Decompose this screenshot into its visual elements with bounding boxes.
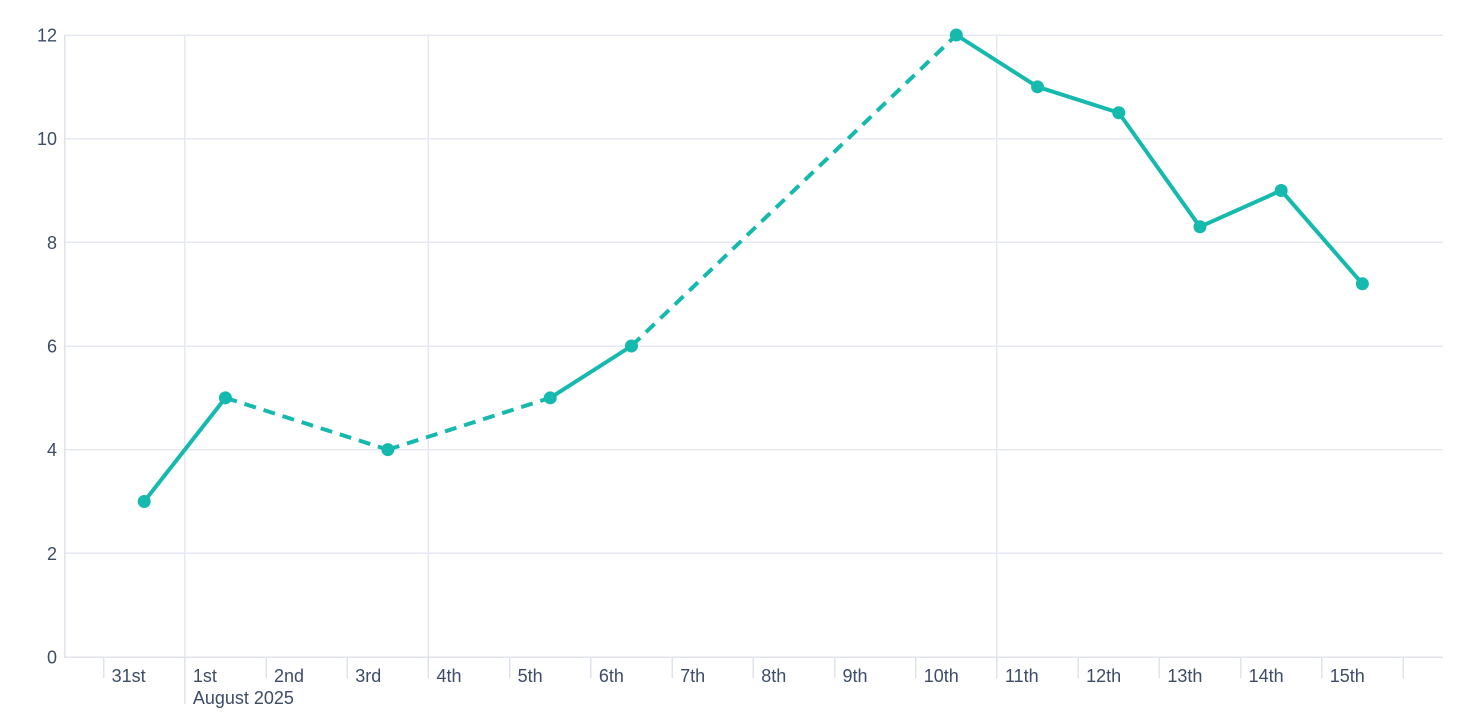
x-tick-label: 8th: [761, 666, 786, 686]
data-point[interactable]: [137, 495, 151, 508]
data-point[interactable]: [1355, 277, 1369, 291]
x-tick-label: 1st: [193, 666, 217, 686]
x-tick-label: 9th: [843, 666, 868, 686]
y-tick-label: 2: [47, 544, 57, 564]
data-point[interactable]: [624, 339, 638, 353]
x-tick-label: 14th: [1249, 666, 1284, 686]
series-segment-solid: [142, 395, 228, 504]
series-segment-solid: [954, 33, 1040, 89]
data-point[interactable]: [1112, 106, 1126, 120]
series-segment-solid: [1197, 188, 1284, 229]
x-tick-label: 12th: [1086, 666, 1121, 686]
y-tick-label: 6: [47, 337, 57, 357]
data-point[interactable]: [1193, 220, 1207, 234]
x-tick-label: 4th: [436, 666, 461, 686]
y-tick-label: 12: [37, 26, 57, 46]
series-segment-solid: [1279, 188, 1365, 286]
y-tick-label: 4: [47, 440, 57, 460]
x-tick-label: 11th: [1005, 666, 1039, 686]
series-segment-dashed: [387, 395, 551, 452]
x-tick-label: 10th: [924, 666, 959, 686]
x-tick-label: 3rd: [355, 666, 381, 686]
x-tick-label: 2nd: [274, 666, 304, 686]
series-segment-solid: [1035, 84, 1121, 115]
series-segment-solid: [548, 344, 634, 400]
x-tick-label: 13th: [1167, 666, 1202, 686]
data-point[interactable]: [1274, 184, 1288, 197]
x-axis-month-label: August 2025: [193, 688, 294, 708]
data-point[interactable]: [543, 391, 557, 405]
data-point[interactable]: [381, 443, 395, 457]
data-point[interactable]: [218, 391, 232, 405]
y-tick-label: 8: [47, 233, 57, 253]
x-tick-label: 31st: [112, 666, 146, 686]
x-tick-label: 15th: [1330, 666, 1365, 686]
data-point[interactable]: [1031, 80, 1045, 94]
x-tick-label: 6th: [599, 666, 624, 686]
x-tick-label: 7th: [680, 666, 705, 686]
data-point[interactable]: [949, 28, 963, 42]
y-tick-label: 10: [37, 129, 57, 149]
x-tick-label: 5th: [518, 666, 543, 686]
series-segment-solid: [1116, 110, 1202, 229]
series-segment-dashed: [630, 33, 958, 348]
series-segment-dashed: [224, 395, 389, 452]
y-tick-label: 0: [47, 648, 57, 668]
